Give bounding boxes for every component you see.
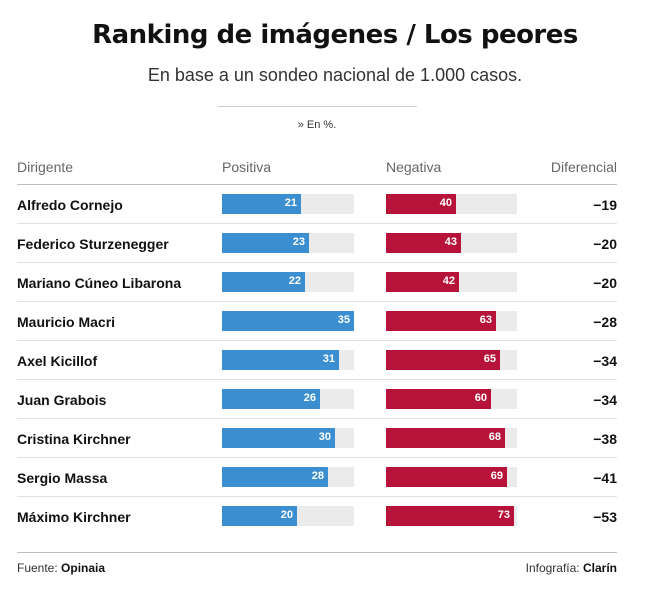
- diferencial-value: −19: [593, 197, 617, 213]
- row-name: Axel Kicillof: [17, 353, 98, 369]
- positiva-track: 21: [222, 194, 354, 214]
- negativa-bar: 43: [386, 233, 461, 253]
- negativa-value: 43: [444, 236, 457, 248]
- diferencial-value: −34: [593, 392, 617, 408]
- credit-label: Infografía:: [525, 561, 583, 575]
- positiva-bar: 31: [222, 350, 339, 370]
- positiva-bar: 21: [222, 194, 301, 214]
- negativa-value: 40: [439, 197, 452, 209]
- negativa-bar: 69: [386, 467, 507, 487]
- negativa-track: 42: [386, 272, 517, 292]
- negativa-value: 65: [483, 353, 496, 365]
- positiva-bar: 30: [222, 428, 335, 448]
- source-name: Opinaia: [61, 561, 106, 575]
- column-header-negativa: Negativa: [386, 159, 442, 175]
- negativa-track: 40: [386, 194, 517, 214]
- row-name: Máximo Kirchner: [17, 509, 131, 525]
- positiva-value: 23: [292, 236, 305, 248]
- negativa-track: 63: [386, 311, 517, 331]
- column-header-dirigente: Dirigente: [17, 159, 74, 175]
- credit-note: Infografía: Clarín: [526, 561, 617, 575]
- positiva-value: 30: [318, 431, 331, 443]
- table-row: Alfredo Cornejo 21 40 −19: [17, 185, 617, 224]
- table-row: Sergio Massa 28 69 −41: [17, 458, 617, 497]
- negativa-value: 63: [479, 314, 492, 326]
- positiva-value: 28: [311, 470, 324, 482]
- negativa-bar: 73: [386, 506, 514, 526]
- positiva-bar: 23: [222, 233, 309, 253]
- negativa-value: 73: [497, 509, 510, 521]
- row-name: Juan Grabois: [17, 392, 107, 408]
- negativa-value: 68: [488, 431, 501, 443]
- diferencial-value: −53: [593, 509, 617, 525]
- source-note: Fuente: Opinaia: [17, 561, 105, 575]
- negativa-value: 60: [474, 392, 487, 404]
- row-name: Mauricio Macri: [17, 314, 116, 330]
- positiva-track: 22: [222, 272, 354, 292]
- negativa-bar: 40: [386, 194, 456, 214]
- source-label: Fuente:: [17, 561, 62, 575]
- positiva-value: 20: [280, 509, 293, 521]
- table-row: Mariano Cúneo Libarona 22 42 −20: [17, 263, 617, 302]
- positiva-track: 20: [222, 506, 354, 526]
- positiva-track: 23: [222, 233, 354, 253]
- table-row: Máximo Kirchner 20 73 −53: [17, 497, 617, 536]
- negativa-bar: 60: [386, 389, 491, 409]
- positiva-value: 31: [322, 353, 335, 365]
- positiva-bar: 22: [222, 272, 305, 292]
- title-divider: [218, 106, 417, 107]
- positiva-track: 26: [222, 389, 354, 409]
- positiva-track: 31: [222, 350, 354, 370]
- footer-divider: [17, 552, 617, 553]
- row-name: Federico Sturzenegger: [17, 236, 169, 252]
- table-row: Juan Grabois 26 60 −34: [17, 380, 617, 419]
- positiva-bar: 28: [222, 467, 328, 487]
- table-row: Federico Sturzenegger 23 43 −20: [17, 224, 617, 263]
- row-name: Sergio Massa: [17, 470, 108, 486]
- negativa-track: 65: [386, 350, 517, 370]
- table-row: Cristina Kirchner 30 68 −38: [17, 419, 617, 458]
- positiva-track: 35: [222, 311, 354, 331]
- negativa-track: 73: [386, 506, 517, 526]
- negativa-track: 43: [386, 233, 517, 253]
- credit-name: Clarín: [582, 561, 617, 575]
- positiva-value: 35: [337, 314, 350, 326]
- table-row: Mauricio Macri 35 63 −28: [17, 302, 617, 341]
- negativa-track: 60: [386, 389, 517, 409]
- table-row: Axel Kicillof 31 65 −34: [17, 341, 617, 380]
- positiva-value: 21: [284, 197, 297, 209]
- unit-note: » En %.: [297, 119, 337, 131]
- positiva-bar: 35: [222, 311, 354, 331]
- positiva-bar: 20: [222, 506, 297, 526]
- positiva-track: 28: [222, 467, 354, 487]
- negativa-track: 68: [386, 428, 517, 448]
- diferencial-value: −38: [593, 431, 617, 447]
- column-header-positiva: Positiva: [222, 159, 272, 175]
- row-name: Mariano Cúneo Libarona: [17, 275, 182, 291]
- positiva-value: 22: [288, 275, 301, 287]
- negativa-bar: 65: [386, 350, 500, 370]
- diferencial-value: −41: [593, 470, 617, 486]
- negativa-bar: 42: [386, 272, 459, 292]
- header-divider: [17, 184, 617, 185]
- chart-subtitle: En base a un sondeo nacional de 1.000 ca…: [147, 65, 523, 85]
- negativa-bar: 68: [386, 428, 505, 448]
- diferencial-value: −34: [593, 353, 617, 369]
- row-name: Alfredo Cornejo: [17, 197, 123, 213]
- diferencial-value: −20: [593, 236, 617, 252]
- row-name: Cristina Kirchner: [17, 431, 131, 447]
- diferencial-value: −20: [593, 275, 617, 291]
- diferencial-value: −28: [593, 314, 617, 330]
- negativa-value: 42: [442, 275, 455, 287]
- positiva-track: 30: [222, 428, 354, 448]
- chart-title: Ranking de imágenes / Los peores: [92, 20, 578, 50]
- negativa-track: 69: [386, 467, 517, 487]
- positiva-bar: 26: [222, 389, 320, 409]
- column-header-diferencial: Diferencial: [550, 159, 617, 175]
- positiva-value: 26: [303, 392, 316, 404]
- negativa-value: 69: [490, 470, 503, 482]
- negativa-bar: 63: [386, 311, 496, 331]
